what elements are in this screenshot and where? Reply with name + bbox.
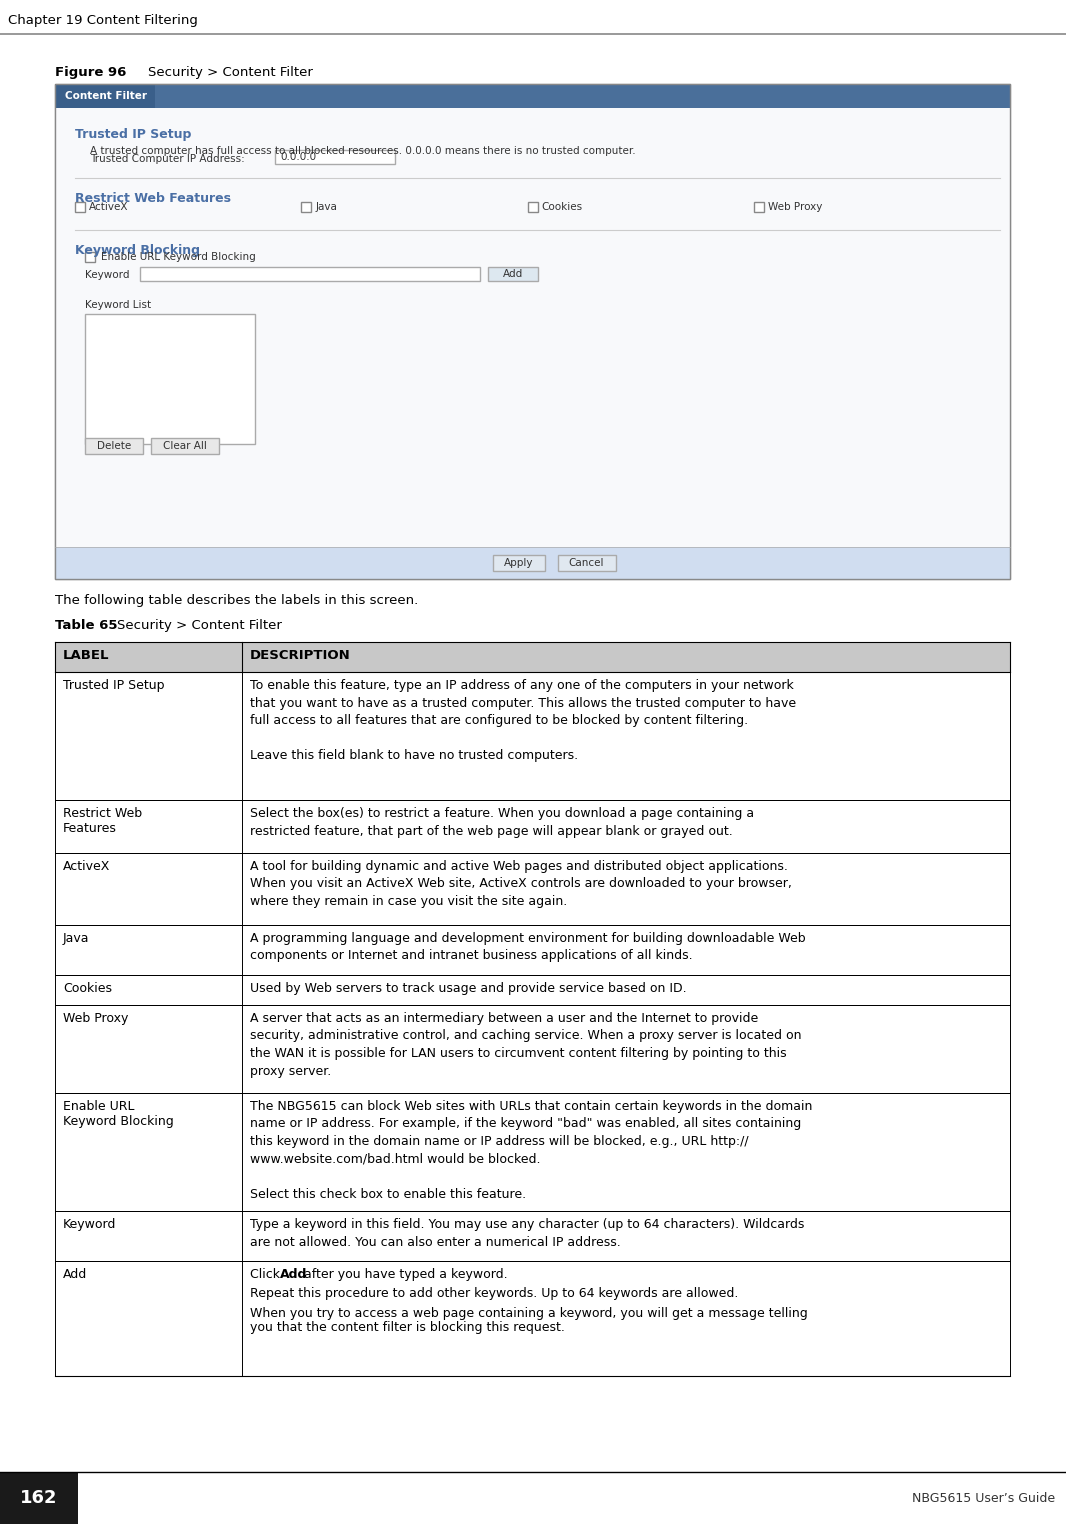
Bar <box>55 1004 1010 1093</box>
Text: after you have typed a keyword.: after you have typed a keyword. <box>301 1268 507 1282</box>
Text: Keyword: Keyword <box>85 270 129 280</box>
Text: Type a keyword in this field. You may use any character (up to 64 characters). W: Type a keyword in this field. You may us… <box>251 1218 805 1248</box>
Bar <box>85 314 255 443</box>
Text: ActiveX: ActiveX <box>88 203 129 212</box>
Text: Keyword List: Keyword List <box>85 300 151 309</box>
Text: Restrict Web
Features: Restrict Web Features <box>63 808 142 835</box>
Bar <box>55 547 1010 579</box>
Text: Trusted Computer IP Address:: Trusted Computer IP Address: <box>90 154 245 165</box>
Bar <box>492 555 545 572</box>
Text: Figure 96: Figure 96 <box>55 66 127 79</box>
Text: Keyword: Keyword <box>63 1218 116 1231</box>
Text: Used by Web servers to track usage and provide service based on ID.: Used by Web servers to track usage and p… <box>251 981 687 995</box>
Text: Apply: Apply <box>504 558 533 568</box>
Text: Web Proxy: Web Proxy <box>63 1012 128 1026</box>
Bar <box>55 975 1010 1004</box>
Bar <box>0 1472 78 1524</box>
Text: Cookies: Cookies <box>542 203 583 212</box>
Text: A tool for building dynamic and active Web pages and distributed object applicat: A tool for building dynamic and active W… <box>251 860 792 908</box>
Text: The NBG5615 can block Web sites with URLs that contain certain keywords in the d: The NBG5615 can block Web sites with URL… <box>251 1100 812 1201</box>
Text: Click: Click <box>251 1268 285 1282</box>
Text: you that the content filter is blocking this request.: you that the content filter is blocking … <box>251 1320 565 1334</box>
Bar <box>75 203 85 212</box>
Text: When you try to access a web page containing a keyword, you will get a message t: When you try to access a web page contai… <box>251 1308 808 1320</box>
Bar <box>55 642 1010 672</box>
Text: Restrict Web Features: Restrict Web Features <box>75 192 231 206</box>
Text: Content Filter: Content Filter <box>65 91 147 101</box>
Text: Keyword Blocking: Keyword Blocking <box>75 244 200 258</box>
Bar <box>488 267 538 280</box>
Bar <box>275 149 395 165</box>
Text: DESCRIPTION: DESCRIPTION <box>251 649 351 661</box>
Bar <box>85 437 143 454</box>
Bar <box>302 203 311 212</box>
Text: Chapter 19 Content Filtering: Chapter 19 Content Filtering <box>9 14 198 27</box>
Bar <box>55 1260 1010 1376</box>
Text: Add: Add <box>63 1268 87 1282</box>
Bar <box>155 84 1010 108</box>
Text: Repeat this procedure to add other keywords. Up to 64 keywords are allowed.: Repeat this procedure to add other keywo… <box>251 1288 739 1300</box>
Text: Trusted IP Setup: Trusted IP Setup <box>63 680 164 692</box>
Bar <box>55 84 1010 579</box>
Bar <box>55 108 1010 549</box>
Text: A programming language and development environment for building downloadable Web: A programming language and development e… <box>251 933 806 963</box>
Text: 162: 162 <box>20 1489 58 1507</box>
Bar <box>55 800 1010 853</box>
Text: Security > Content Filter: Security > Content Filter <box>117 619 281 632</box>
Bar <box>55 1212 1010 1260</box>
Bar <box>558 555 615 572</box>
Bar <box>754 203 763 212</box>
Bar <box>140 267 480 280</box>
Bar <box>55 672 1010 800</box>
Text: Add: Add <box>503 270 523 279</box>
Text: Java: Java <box>63 933 90 945</box>
Bar <box>55 853 1010 925</box>
Text: Enable URL Keyword Blocking: Enable URL Keyword Blocking <box>101 251 256 262</box>
Text: Cookies: Cookies <box>63 981 112 995</box>
Text: Web Proxy: Web Proxy <box>768 203 822 212</box>
Text: To enable this feature, type an IP address of any one of the computers in your n: To enable this feature, type an IP addre… <box>251 680 796 762</box>
Bar <box>55 925 1010 975</box>
Text: Add: Add <box>280 1268 308 1282</box>
Text: Table 65: Table 65 <box>55 619 117 632</box>
Text: Select the box(es) to restrict a feature. When you download a page containing a
: Select the box(es) to restrict a feature… <box>251 808 755 838</box>
Text: Delete: Delete <box>97 440 131 451</box>
Bar <box>528 203 537 212</box>
Bar <box>85 251 95 262</box>
Text: A server that acts as an intermediary between a user and the Internet to provide: A server that acts as an intermediary be… <box>251 1012 802 1077</box>
Bar <box>151 437 219 454</box>
Text: 0.0.0.0: 0.0.0.0 <box>280 152 317 162</box>
Text: Enable URL
Keyword Blocking: Enable URL Keyword Blocking <box>63 1100 174 1128</box>
Text: Trusted IP Setup: Trusted IP Setup <box>75 128 192 142</box>
Text: A trusted computer has full access to all blocked resources. 0.0.0.0 means there: A trusted computer has full access to al… <box>90 146 635 155</box>
Text: Clear All: Clear All <box>163 440 207 451</box>
Text: The following table describes the labels in this screen.: The following table describes the labels… <box>55 594 418 607</box>
Text: Cancel: Cancel <box>569 558 604 568</box>
Text: ActiveX: ActiveX <box>63 860 111 873</box>
Bar <box>55 84 1010 579</box>
Text: Security > Content Filter: Security > Content Filter <box>148 66 313 79</box>
Bar <box>55 1093 1010 1212</box>
Bar <box>55 84 155 108</box>
Text: Java: Java <box>316 203 337 212</box>
Text: LABEL: LABEL <box>63 649 110 661</box>
Text: NBG5615 User’s Guide: NBG5615 User’s Guide <box>911 1492 1055 1504</box>
